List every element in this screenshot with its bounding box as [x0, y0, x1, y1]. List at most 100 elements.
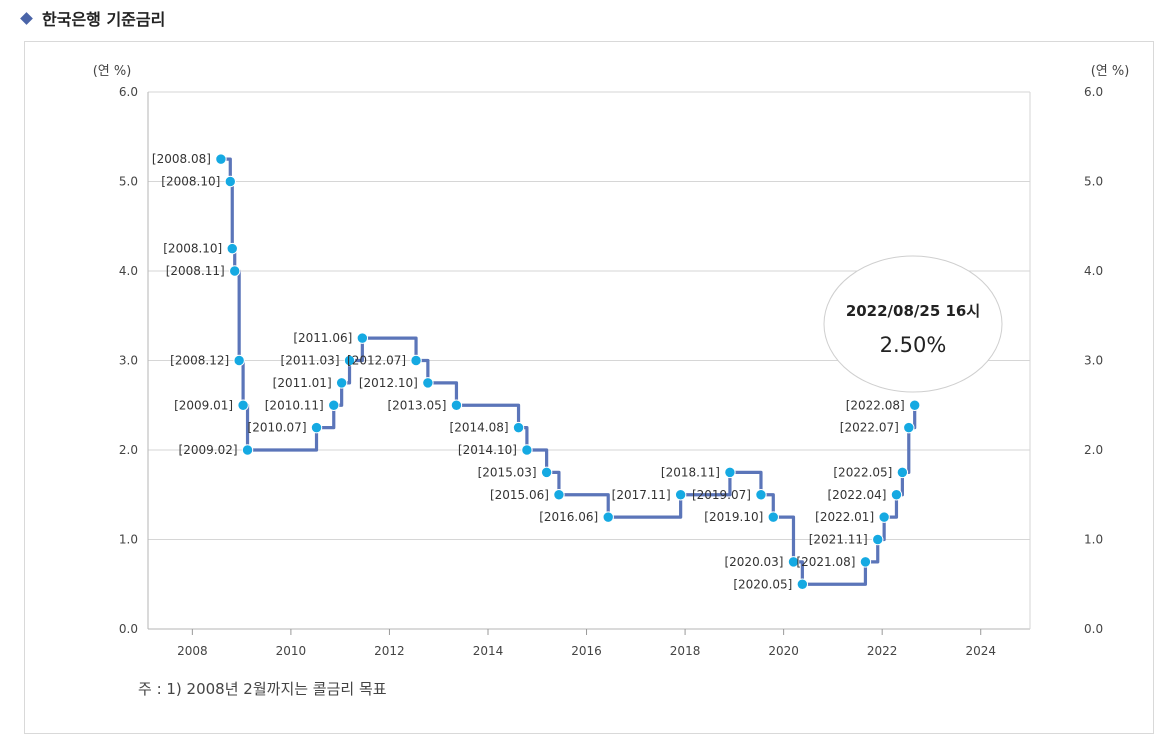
data-point-label: [2022.08]	[846, 398, 905, 412]
y-tick-label-left: 2.0	[119, 443, 138, 457]
data-point-label: [2008.11]	[166, 264, 225, 278]
data-point-label: [2008.08]	[152, 152, 211, 166]
label-layer: [2008.08] [2008.10] [2008.10] [2008.11] [200…	[152, 152, 905, 591]
data-point-label: [2011.03]	[281, 354, 340, 368]
y-tick-label-left: 4.0	[119, 264, 138, 278]
x-tick-label: 2022	[867, 644, 898, 658]
data-point[interactable]	[237, 399, 249, 411]
data-point[interactable]	[767, 511, 779, 523]
y-tick-label-right: 4.0	[1084, 264, 1103, 278]
data-point-label: [2015.03]	[478, 465, 537, 479]
x-tick-label: 2012	[374, 644, 405, 658]
left-unit-label: (연 %)	[93, 64, 132, 79]
data-point[interactable]	[896, 466, 909, 479]
data-point[interactable]	[328, 399, 340, 411]
data-point-label: [2022.04]	[827, 488, 886, 502]
x-tick-label: 2014	[473, 644, 504, 658]
footnote: 주 : 1) 2008년 2월까지는 콜금리 목표	[138, 680, 387, 698]
x-tick-label: 2010	[276, 644, 307, 658]
data-point-label: [2018.11]	[661, 465, 720, 479]
x-tick-label: 2024	[965, 644, 996, 658]
data-point-label: [2022.01]	[815, 510, 874, 524]
data-point-label: [2014.08]	[450, 421, 509, 435]
x-tick-label: 2020	[768, 644, 799, 658]
data-point-label: [2019.10]	[704, 510, 763, 524]
data-point-label: [2011.06]	[293, 331, 352, 345]
data-point[interactable]	[553, 489, 565, 501]
data-point-label: [2010.11]	[265, 398, 324, 412]
data-point[interactable]	[233, 354, 245, 367]
data-point[interactable]	[241, 444, 254, 456]
data-point[interactable]	[335, 377, 348, 389]
data-point[interactable]	[224, 175, 236, 188]
y-tick-label-right: 2.0	[1084, 443, 1103, 457]
data-point-label: [2020.03]	[724, 555, 783, 569]
data-point[interactable]	[878, 511, 890, 523]
data-point-label: [2008.10]	[161, 175, 220, 189]
data-point[interactable]	[787, 556, 800, 568]
y-tick-label-left: 3.0	[119, 354, 138, 368]
data-point[interactable]	[903, 421, 915, 434]
axis-layer: 0.0 0.0 1.0 1.0 2.0 2.0 3.0 3.0 4.0 4.0 5.0 5.0 6.0 6…	[119, 85, 1103, 658]
data-point[interactable]	[450, 399, 463, 411]
data-point-label: [2017.11]	[612, 488, 671, 502]
data-point-label: [2021.08]	[796, 555, 855, 569]
data-point[interactable]	[908, 399, 921, 411]
x-tick-label: 2016	[571, 644, 602, 658]
right-unit-label: (연 %)	[1091, 64, 1130, 79]
y-tick-label-right: 0.0	[1084, 622, 1103, 636]
data-point[interactable]	[755, 489, 767, 501]
x-tick-label: 2008	[177, 644, 208, 658]
data-point[interactable]	[872, 533, 884, 546]
data-point[interactable]	[512, 421, 525, 434]
data-point-label: [2009.02]	[179, 443, 238, 457]
data-point-label: [2015.06]	[490, 488, 549, 502]
data-point-label: [2021.11]	[809, 533, 868, 547]
y-tick-label-left: 0.0	[119, 622, 138, 636]
data-point-label: [2008.10]	[163, 242, 222, 256]
data-point[interactable]	[540, 466, 553, 479]
data-point-label: [2008.12]	[170, 354, 229, 368]
tooltip-bubble	[823, 255, 1003, 393]
data-point-label: [2019.07]	[692, 488, 751, 502]
data-point-label: [2016.06]	[539, 510, 598, 524]
data-point-label: [2022.07]	[840, 421, 899, 435]
y-tick-label-left: 5.0	[119, 175, 138, 189]
x-tick-label: 2018	[670, 644, 701, 658]
y-tick-label-right: 6.0	[1084, 85, 1103, 99]
tooltip-value: 2.50%	[880, 333, 947, 357]
y-tick-label-right: 5.0	[1084, 175, 1103, 189]
y-tick-label-right: 3.0	[1084, 354, 1103, 368]
data-point[interactable]	[226, 242, 238, 255]
data-point[interactable]	[410, 354, 422, 367]
data-point[interactable]	[724, 466, 736, 479]
data-point-label: [2010.07]	[248, 421, 307, 435]
tooltip-date: 2022/08/25 16시	[846, 302, 980, 320]
y-tick-label-right: 1.0	[1084, 533, 1103, 547]
data-point[interactable]	[356, 332, 369, 344]
y-tick-label-left: 1.0	[119, 533, 138, 547]
data-point-label: [2009.01]	[174, 398, 233, 412]
data-point-label: [2012.07]	[347, 354, 406, 368]
page-title: 한국은행 기준금리	[42, 10, 166, 29]
data-point-label: [2012.10]	[359, 376, 418, 390]
data-point-label: [2013.05]	[387, 398, 446, 412]
chart-header: 한국은행 기준금리	[20, 6, 166, 30]
data-point[interactable]	[890, 489, 903, 501]
data-point[interactable]	[674, 489, 687, 501]
data-point[interactable]	[521, 444, 533, 456]
data-point[interactable]	[343, 354, 356, 367]
data-point[interactable]	[859, 556, 872, 568]
data-point[interactable]	[796, 578, 809, 590]
data-point-label: [2014.10]	[458, 443, 517, 457]
y-tick-label-left: 6.0	[119, 85, 138, 99]
tooltip: 2022/08/25 16시 2.50%	[823, 255, 1003, 393]
data-point-label: [2022.05]	[833, 465, 892, 479]
data-point-label: [2020.05]	[733, 577, 792, 591]
data-point[interactable]	[229, 265, 241, 277]
data-point[interactable]	[602, 511, 614, 523]
data-point[interactable]	[215, 153, 227, 165]
data-point[interactable]	[422, 377, 434, 389]
data-point[interactable]	[310, 421, 323, 434]
